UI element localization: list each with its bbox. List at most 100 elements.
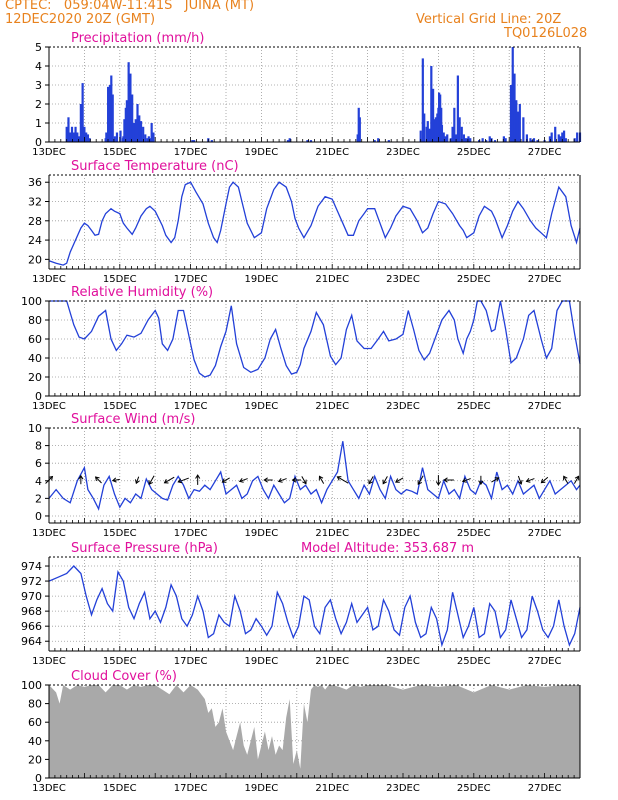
wind-arrow xyxy=(573,476,579,484)
precip-bar xyxy=(529,138,532,142)
precip-bar xyxy=(478,140,481,142)
series-line xyxy=(48,441,581,511)
wind-arrow-head xyxy=(540,478,546,484)
x-tick-label: 21DEC xyxy=(315,147,349,158)
x-tick-label: 13DEC xyxy=(32,274,66,285)
panel-title: Surface Wind (m/s) xyxy=(71,412,195,427)
precip-bar xyxy=(434,117,438,142)
precip-bar xyxy=(458,117,461,142)
precip-bar xyxy=(485,140,488,142)
x-tick-label: 23DEC xyxy=(386,656,420,667)
wind-arrow-head xyxy=(443,477,448,483)
wind-arrow xyxy=(301,476,307,484)
wind-arrow-head xyxy=(494,477,500,482)
y-tick-label: 8 xyxy=(35,440,42,453)
x-tick-label: 19DEC xyxy=(245,147,279,158)
precip-bar xyxy=(72,132,75,142)
precip-bar xyxy=(455,134,458,142)
x-tick-label: 21DEC xyxy=(315,783,349,794)
y-tick-label: 0 xyxy=(35,510,42,523)
wind-arrow-head xyxy=(574,475,580,481)
x-tick-label: 19DEC xyxy=(245,274,279,285)
y-tick-label: 36 xyxy=(28,176,42,189)
x-tick-label: 15DEC xyxy=(103,147,137,158)
y-tick-label: 6 xyxy=(35,457,42,470)
x-tick-label: 23DEC xyxy=(386,274,420,285)
precip-bar xyxy=(69,132,72,142)
precip-bar xyxy=(358,117,361,142)
y-tick-label: 20 xyxy=(28,253,42,266)
precip-bar xyxy=(481,138,484,142)
precip-bar xyxy=(107,86,110,142)
precip-bar xyxy=(193,140,196,142)
precip-bar xyxy=(564,138,567,142)
wind-arrow-head xyxy=(48,475,54,481)
y-tick-label: 24 xyxy=(28,234,42,247)
precip-bar xyxy=(460,126,463,142)
precip-bar xyxy=(123,119,126,142)
precip-bar xyxy=(149,138,152,142)
wind-arrow xyxy=(491,477,499,483)
precip-bar xyxy=(426,121,429,142)
precip-bar xyxy=(129,73,132,142)
wind-arrow-head xyxy=(435,481,441,486)
wind-arrow xyxy=(337,476,349,484)
precip-bar xyxy=(113,136,116,142)
precip-bar xyxy=(76,132,79,142)
precip-bar xyxy=(138,115,141,142)
precip-bar xyxy=(442,132,445,142)
precip-bar xyxy=(147,136,150,142)
precip-bar xyxy=(139,121,143,142)
precip-bar xyxy=(525,134,528,142)
y-tick-label: 32 xyxy=(28,196,42,209)
precip-bar xyxy=(65,126,68,142)
precip-bar xyxy=(430,66,433,142)
y-tick-label: 80 xyxy=(28,698,42,711)
y-tick-label: 5 xyxy=(35,41,42,54)
wind-arrow-head xyxy=(134,479,140,485)
wind-arrow xyxy=(278,478,287,482)
wind-arrow xyxy=(95,476,102,484)
precip-bar xyxy=(423,113,426,142)
precip-bar xyxy=(453,107,456,142)
x-tick-label: 13DEC xyxy=(32,656,66,667)
model-code: TQ0126L028 xyxy=(504,26,588,41)
precip-bar xyxy=(387,140,390,142)
x-tick-label: 27DEC xyxy=(528,147,562,158)
x-tick-label: 21DEC xyxy=(315,401,349,412)
x-tick-label: 17DEC xyxy=(174,656,208,667)
precip-bar xyxy=(511,47,514,142)
y-tick-label: 100 xyxy=(21,295,42,308)
precip-bar xyxy=(451,126,454,142)
x-tick-label: 13DEC xyxy=(32,147,66,158)
precip-bar xyxy=(377,138,380,142)
y-tick-label: 2 xyxy=(35,492,42,505)
y-tick-label: 968 xyxy=(21,605,42,618)
panel-title: Cloud Cover (%) xyxy=(71,669,177,684)
precip-bar xyxy=(576,132,579,142)
precip-bar xyxy=(136,104,139,142)
x-tick-label: 25DEC xyxy=(457,274,491,285)
y-tick-label: 60 xyxy=(28,716,42,729)
x-tick-label: 19DEC xyxy=(245,783,279,794)
cloud-area xyxy=(49,685,580,778)
precip-bar xyxy=(446,134,449,142)
x-tick-label: 25DEC xyxy=(457,147,491,158)
precip-bar xyxy=(150,123,153,142)
precip-bar xyxy=(562,130,566,142)
wind-arrow xyxy=(135,476,140,484)
precip-bar xyxy=(119,130,122,142)
precip-bar xyxy=(144,134,147,142)
x-tick-label: 25DEC xyxy=(457,656,491,667)
y-tick-label: 100 xyxy=(21,679,42,692)
run-datetime: 12DEC2020 20Z (GMT) xyxy=(5,12,156,27)
x-tick-label: 17DEC xyxy=(174,274,208,285)
y-tick-label: 970 xyxy=(21,590,42,603)
precip-bar xyxy=(557,134,560,142)
precip-bar xyxy=(105,132,108,142)
precip-bar xyxy=(146,138,149,142)
precip-bar xyxy=(522,117,525,142)
precip-bar xyxy=(142,126,145,142)
precip-bar xyxy=(550,132,553,142)
x-tick-label: 13DEC xyxy=(32,528,66,539)
